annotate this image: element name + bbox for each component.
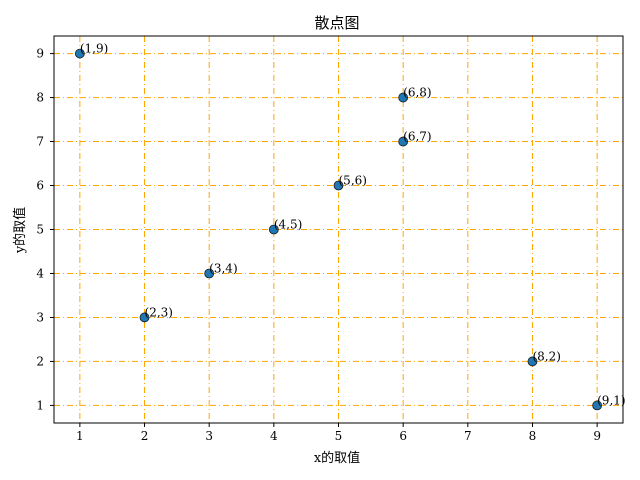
data-point [204,268,215,279]
data-point [74,48,85,59]
data-point [592,400,603,411]
data-point [268,224,279,235]
data-point-label: (3,4) [209,261,237,275]
data-point-label: (6,7) [403,130,431,144]
y-tick-label: 3 [36,310,44,324]
y-tick-label: 6 [36,179,44,193]
data-point-label: (6,8) [403,86,431,100]
data-point [398,136,409,147]
plot-area-frame [53,35,624,424]
x-axis-label: x的取值 [314,450,360,466]
y-tick-label: 9 [36,47,44,61]
data-point [527,356,538,367]
x-tick-label: 2 [141,429,149,443]
x-axis-ticks: 1 2 3 4 5 6 7 8 9 [76,423,601,443]
y-tick-label: 5 [36,223,44,237]
y-tick-label: 8 [36,91,44,105]
x-tick-label: 1 [76,429,84,443]
data-point [333,180,344,191]
x-tick-label: 7 [464,429,472,443]
x-tick-label: 8 [529,429,537,443]
y-tick-label: 4 [36,266,44,280]
y-tick-label: 2 [36,354,44,368]
x-tick-label: 5 [335,429,343,443]
y-axis-ticks: 1 2 3 4 5 6 7 8 9 [36,47,54,412]
data-point [398,92,409,103]
chart-title: 散点图 [314,14,359,32]
x-tick-label: 3 [205,429,213,443]
data-points: (1,9) (2,3) (3,4) (4,5) (5,6) (6,8) (6,7) (8,2)… [74,42,626,411]
grid-lines [54,36,623,423]
data-point-label: (4,5) [274,218,302,232]
data-point-label: (1,9) [80,42,108,56]
data-point-label: (8,2) [532,349,560,363]
data-point-label: (9,1) [597,393,625,407]
x-tick-label: 9 [593,429,601,443]
y-tick-label: 7 [36,135,44,149]
x-tick-label: 6 [399,429,407,443]
x-tick-label: 4 [270,429,278,443]
y-tick-label: 1 [36,398,44,412]
data-point [139,312,150,323]
data-point-label: (5,6) [339,174,367,188]
y-axis-label: y的取值 [12,207,28,254]
data-point-label: (2,3) [145,305,173,319]
